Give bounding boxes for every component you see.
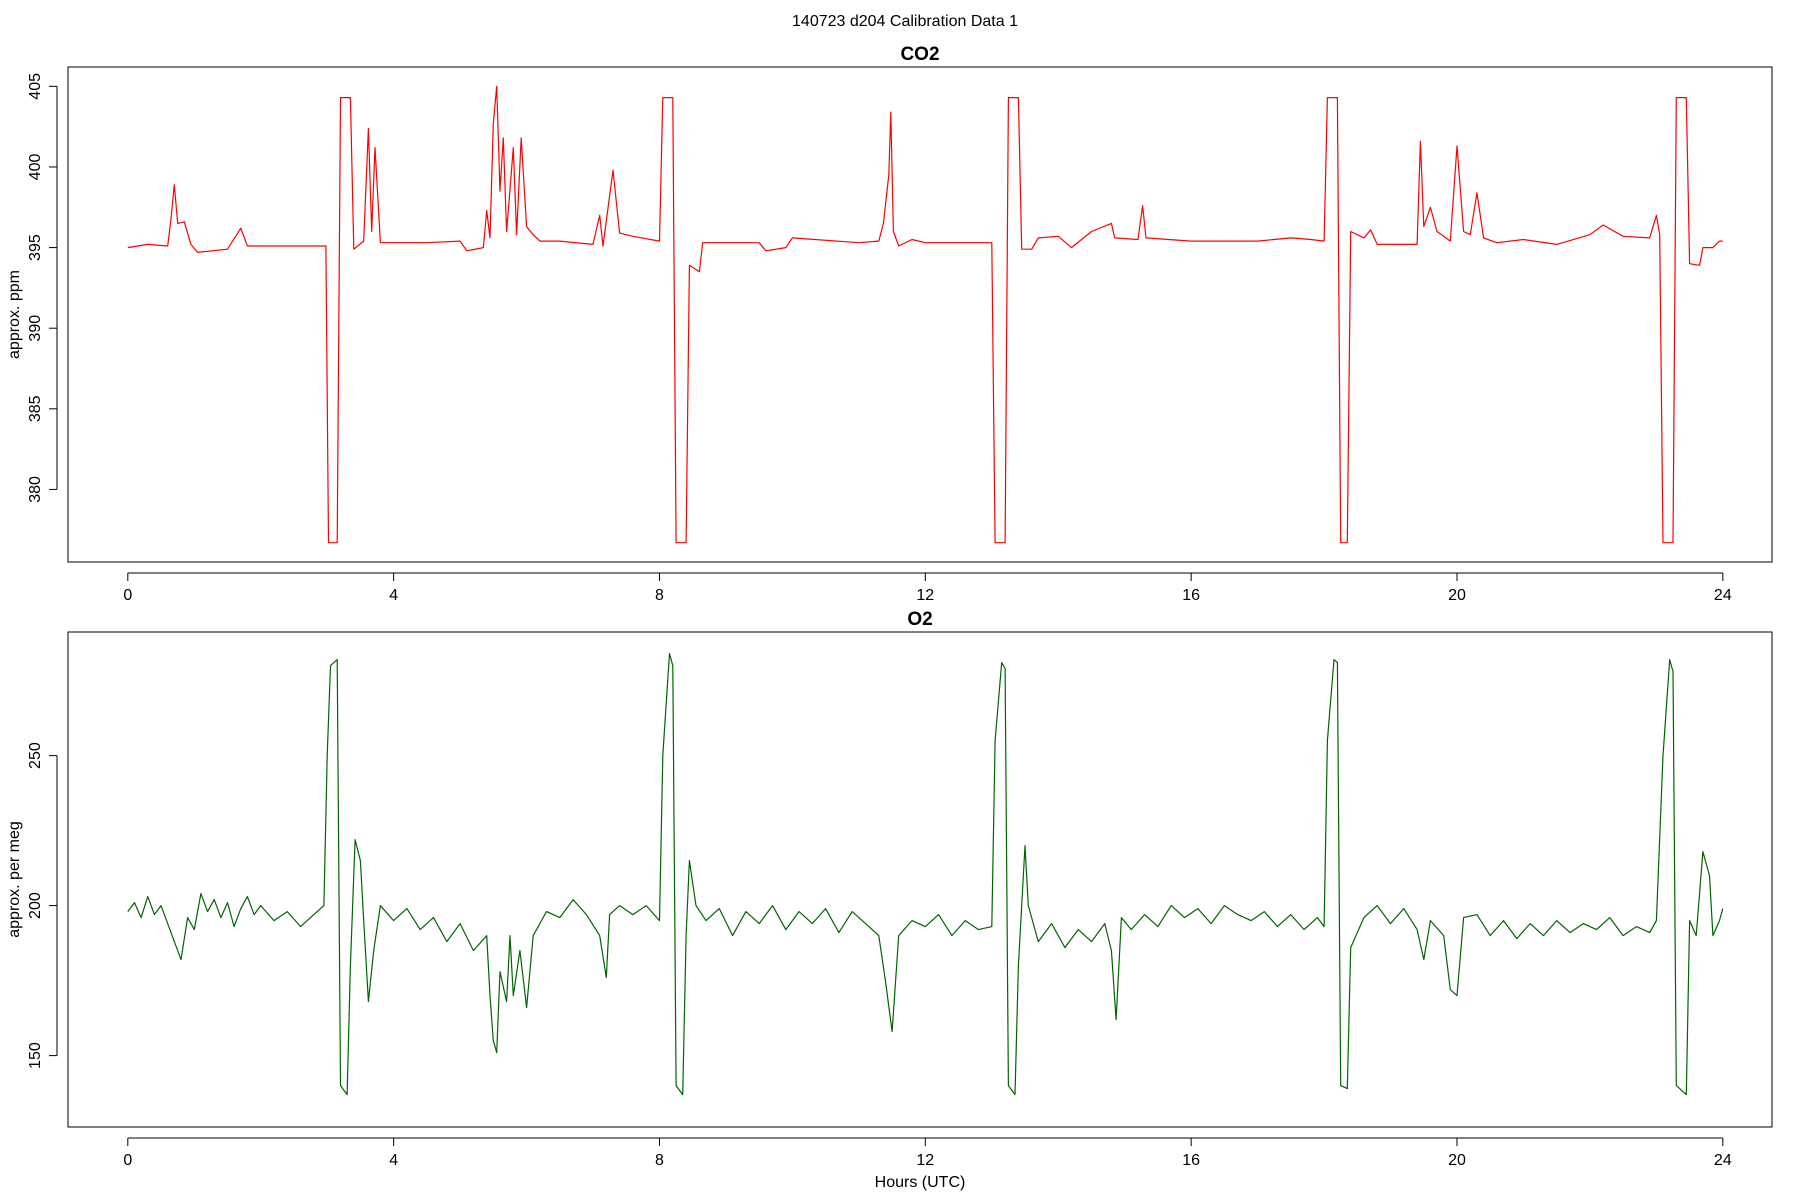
x-tick-label: 0 (123, 1152, 132, 1169)
y-tick-label: 390 (27, 315, 44, 342)
panel-title: O2 (907, 609, 932, 630)
x-tick-label: 20 (1448, 1152, 1466, 1169)
y-axis-label: approx. ppm (6, 270, 23, 359)
x-tick-label: 24 (1714, 587, 1732, 604)
x-tick-label: 4 (389, 587, 398, 604)
plot-frame (67, 631, 1773, 1128)
y-axis-label: approx. per meg (6, 821, 23, 938)
y-tick-label: 385 (27, 395, 44, 422)
x-tick-label: 4 (389, 1152, 398, 1169)
figure-title: 140723 d204 Calibration Data 1 (792, 13, 1018, 30)
y-tick-label: 400 (27, 154, 44, 181)
data-line (127, 653, 1724, 1096)
y-tick-label: 150 (27, 1042, 44, 1069)
x-tick-label: 8 (655, 587, 664, 604)
x-tick-label: 12 (916, 1152, 934, 1169)
x-tick-label: 8 (655, 1152, 664, 1169)
x-tick-label: 0 (123, 587, 132, 604)
plot-frame (67, 66, 1773, 563)
y-tick-label: 200 (27, 892, 44, 919)
y-tick-label: 380 (27, 476, 44, 503)
panel-title: CO2 (900, 44, 939, 65)
y-tick-label: 250 (27, 742, 44, 769)
x-tick-label: 20 (1448, 587, 1466, 604)
data-line (127, 85, 1723, 544)
x-axis-label: Hours (UTC) (875, 1174, 966, 1191)
y-tick-label: 395 (27, 234, 44, 261)
y-tick-label: 405 (27, 73, 44, 100)
x-tick-label: 24 (1714, 1152, 1732, 1169)
x-tick-label: 16 (1182, 1152, 1200, 1169)
x-tick-label: 12 (916, 587, 934, 604)
x-tick-label: 16 (1182, 587, 1200, 604)
